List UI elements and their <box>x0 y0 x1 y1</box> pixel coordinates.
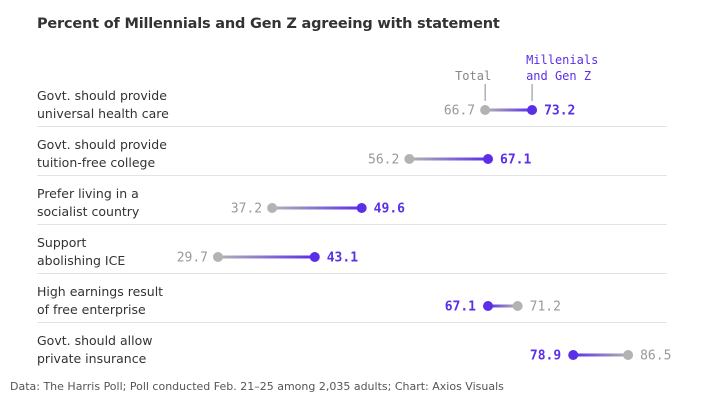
row-label: Govt. should allow private insurance <box>37 332 207 368</box>
row-label-line: universal health care <box>37 106 169 121</box>
row-divider <box>37 224 667 225</box>
row-divider <box>37 322 667 323</box>
mgz-dot <box>483 301 494 311</box>
total-value-label: 71.2 <box>530 300 561 315</box>
mgz-dot <box>309 252 320 262</box>
row-divider <box>37 273 667 274</box>
mgz-value-label: 43.1 <box>327 251 358 266</box>
total-dot <box>404 154 415 164</box>
total-dot <box>213 252 223 262</box>
row-label-line: Support <box>37 235 87 250</box>
row-label-line: socialist country <box>37 204 140 219</box>
total-value-label: 66.7 <box>444 104 475 119</box>
row-label-line: tuition-free college <box>37 155 156 170</box>
row-label: Prefer living in a socialist country <box>37 185 207 221</box>
mgz-value-label: 49.6 <box>374 202 405 217</box>
row-label-line: of free enterprise <box>37 302 146 317</box>
row-label: Support abolishing ICE <box>37 234 207 270</box>
mgz-annotation-line1: Millenials <box>526 53 598 67</box>
mgz-value-label: 78.9 <box>530 349 561 364</box>
total-dot <box>267 203 278 213</box>
row-label-line: High earnings result <box>37 284 164 299</box>
row-label-line: Govt. should allow <box>37 333 153 348</box>
row-label: Govt. should provide universal health car… <box>37 87 207 123</box>
row-divider <box>37 175 667 176</box>
row-label-line: Govt. should provide <box>37 88 167 103</box>
row-label-line: Govt. should provide <box>37 137 167 152</box>
mgz-value-label: 67.1 <box>500 153 531 168</box>
total-dot <box>623 350 634 360</box>
row-label-line: private insurance <box>37 351 147 366</box>
mgz-annotation-line2: and Gen Z <box>526 69 591 83</box>
row-label-line: abolishing ICE <box>37 253 126 268</box>
mgz-value-label: 73.2 <box>544 104 575 119</box>
row-label-line: Prefer living in a <box>37 186 139 201</box>
source-note: Data: The Harris Poll; Poll conducted Fe… <box>10 380 504 393</box>
total-dot <box>512 301 523 311</box>
mgz-dot <box>483 154 494 164</box>
mgz-value-label: 67.1 <box>445 300 476 315</box>
row-label: High earnings result of free enterprise <box>37 283 207 319</box>
mgz-dot <box>527 105 538 115</box>
row-label: Govt. should provide tuition-free college <box>37 136 207 172</box>
mgz-dot <box>356 203 367 213</box>
total-value-label: 29.7 <box>177 251 208 266</box>
total-value-label: 37.2 <box>231 202 262 217</box>
chart-title: Percent of Millennials and Gen Z agreein… <box>37 16 500 32</box>
total-value-label: 86.5 <box>640 349 671 364</box>
total-dot <box>480 105 491 115</box>
row-divider <box>37 126 667 127</box>
mgz-dot <box>568 350 579 360</box>
total-value-label: 56.2 <box>368 153 399 168</box>
total-annotation: Total <box>455 69 491 83</box>
